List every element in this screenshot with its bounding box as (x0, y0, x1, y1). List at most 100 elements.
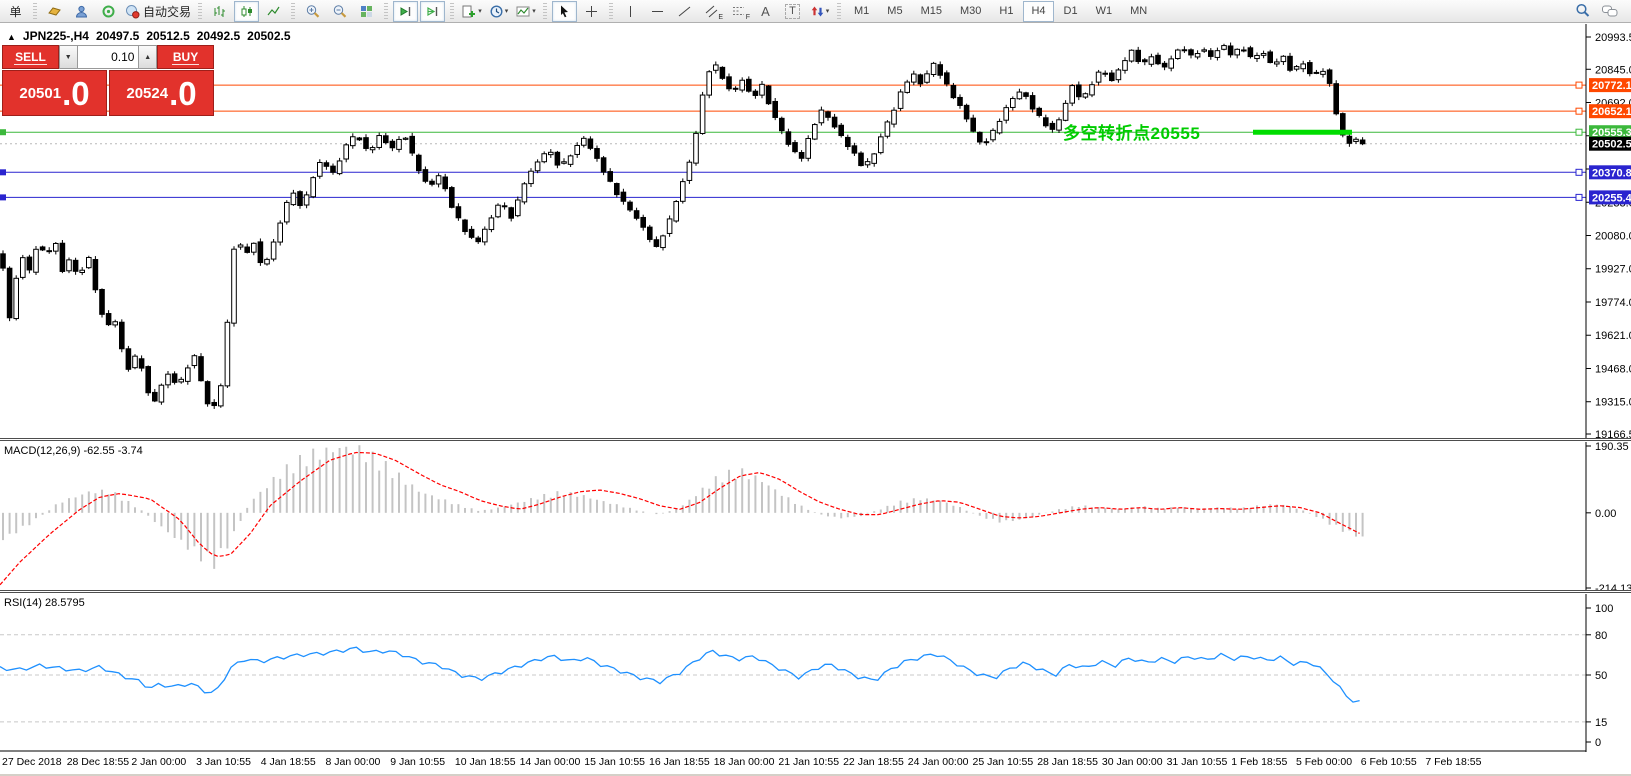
timeframe-m30[interactable]: M30 (959, 4, 982, 17)
buy-button[interactable]: BUY (157, 45, 215, 69)
auto-scroll-button[interactable] (393, 0, 419, 22)
chart-shift-button[interactable] (420, 0, 446, 22)
volume-up-button[interactable]: ▲ (138, 45, 158, 69)
macd-indicator-label: MACD(12,26,9) -62.55 -3.74 (4, 445, 143, 457)
panel-splitter[interactable] (0, 590, 1631, 593)
date-tick-label: 4 Jan 18:55 (260, 756, 316, 768)
level-handle[interactable] (1575, 193, 1583, 201)
tile-windows-button[interactable] (354, 1, 379, 22)
candlestick-icon (241, 5, 253, 17)
search-button[interactable] (1570, 1, 1595, 22)
date-tick-label: 31 Jan 10:55 (1166, 756, 1228, 768)
buy-price: 20524 (126, 84, 169, 102)
text-label-button[interactable]: T (780, 1, 805, 22)
equidistant-channel-button[interactable]: E (699, 1, 724, 22)
panel-splitter[interactable] (0, 438, 1631, 441)
text-tool-button[interactable]: A (753, 1, 778, 22)
navigator-button[interactable] (69, 1, 94, 22)
level-handle[interactable] (0, 129, 6, 136)
macd-histogram (2, 445, 1364, 569)
level-handle[interactable] (1575, 81, 1583, 89)
level-handle[interactable] (1575, 168, 1583, 176)
auto-trading-label: 自动交易 (143, 4, 192, 19)
timeframe-h1[interactable]: H1 (999, 4, 1014, 17)
sell-button[interactable]: SELL (2, 45, 59, 69)
timeframe-w1[interactable]: W1 (1095, 4, 1113, 17)
scripts-button[interactable] (96, 1, 121, 22)
toolbar-grip (543, 3, 548, 19)
market-watch-button[interactable] (42, 1, 67, 22)
level-handle[interactable] (0, 194, 6, 201)
volume-down-button[interactable]: ▼ (58, 45, 78, 69)
price-tick-label: 19315.0 (1595, 397, 1631, 409)
price-badge-label: 20255.4 (1592, 192, 1631, 204)
price-badge (1589, 104, 1631, 119)
zoom-out-button[interactable] (327, 1, 352, 22)
horizontal-line-icon (652, 10, 664, 12)
price-badge (1589, 125, 1631, 140)
date-tick-label: 7 Feb 18:55 (1425, 756, 1482, 768)
chart-annotation-text[interactable]: 多空转折点20555 (1063, 124, 1201, 143)
price-tick-label: 19621.0 (1595, 330, 1631, 342)
timeframe-m5[interactable]: M5 (887, 4, 903, 17)
date-tick-label: 8 Jan 00:00 (325, 756, 381, 768)
macd-panel: 190.35 0.00 -214.13 (0, 442, 1631, 590)
crosshair-button[interactable] (579, 1, 604, 22)
timeframe-h4[interactable]: H4 (1023, 0, 1054, 22)
rsi-tick-label: 15 (1595, 717, 1607, 729)
toolbar-grip (198, 3, 203, 19)
level-handle[interactable] (1575, 107, 1583, 115)
tile-windows-icon (361, 5, 373, 17)
date-tick-label: 30 Jan 00:00 (1101, 756, 1163, 768)
auto-trading-button[interactable]: 自动交易 (123, 1, 193, 22)
rsi-tick-label: 100 (1595, 603, 1613, 615)
price-tick-label: 19468.0 (1595, 363, 1631, 375)
zoom-in-button[interactable] (300, 1, 325, 22)
sell-price: 20501 (19, 84, 62, 102)
collapse-triangle-icon[interactable]: ▲ (7, 32, 16, 42)
time-axis: 27 Dec 2018 28 Dec 18:55 2 Jan 00:00 3 Jan … (0, 752, 1631, 774)
auto-scroll-icon (400, 6, 411, 16)
date-tick-label: 22 Jan 18:55 (843, 756, 904, 768)
search-icon (1575, 3, 1589, 17)
new-chart-button[interactable]: ▾ (459, 1, 484, 22)
toolbar-grip (450, 3, 455, 19)
buy-price-box[interactable]: 20524 .0 (109, 70, 214, 116)
rsi-line (0, 646, 1360, 703)
timeframe-mn[interactable]: MN (1130, 4, 1148, 17)
toolbar: 单 自动交易 ▾ ▾ ▾ E F A T ▾ (0, 0, 1631, 23)
text-tool-icon: A (761, 3, 770, 19)
sell-price-box[interactable]: 20501 .0 (2, 70, 107, 116)
horizontal-line-button[interactable] (645, 1, 670, 22)
ohlc-high: 20512.5 (146, 29, 190, 43)
bar-chart-button[interactable] (207, 1, 232, 22)
candlestick-chart-button[interactable] (234, 0, 260, 22)
line-chart-button[interactable] (261, 1, 286, 22)
trendline-icon (678, 6, 691, 16)
level-handle[interactable] (1575, 128, 1583, 136)
timeframe-m1[interactable]: M1 (854, 4, 870, 17)
toolbar-grip (609, 3, 614, 19)
date-tick-label: 24 Jan 00:00 (907, 756, 969, 768)
chat-button[interactable] (1597, 1, 1622, 22)
level-handle[interactable] (0, 169, 6, 176)
indicators-button[interactable]: ▾ (513, 1, 538, 22)
macd-tick-label: 0.00 (1595, 508, 1616, 520)
new-order-button[interactable]: 单 (9, 4, 22, 19)
arrows-icon (811, 6, 824, 16)
arrows-tool-button[interactable]: ▾ (807, 1, 832, 22)
gold-box-icon (48, 6, 61, 16)
price-badge-label: 20502.5 (1592, 139, 1631, 151)
vertical-line-button[interactable] (618, 1, 643, 22)
navigator-icon (75, 5, 88, 17)
date-tick-label: 5 Feb 00:00 (1296, 756, 1353, 768)
timeframe-m15[interactable]: M15 (920, 4, 942, 17)
trendline-button[interactable] (672, 1, 697, 22)
volume-input[interactable]: 0.10 (77, 45, 139, 69)
periods-button[interactable]: ▾ (486, 1, 511, 22)
chevron-down-icon: ▾ (504, 8, 509, 15)
cursor-button[interactable] (552, 0, 578, 22)
timeframe-d1[interactable]: D1 (1063, 4, 1078, 17)
fibonacci-button[interactable]: F (726, 1, 751, 22)
